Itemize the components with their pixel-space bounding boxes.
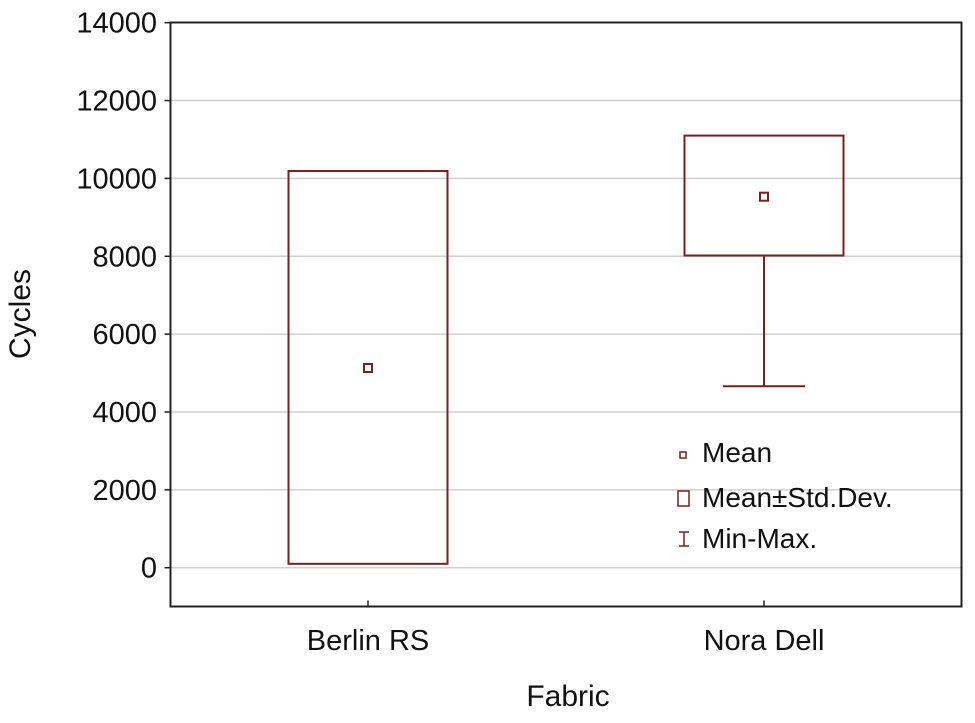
y-tick-label: 2000: [92, 475, 157, 507]
boxes: [287, 134, 845, 565]
legend-mean-icon: [679, 451, 687, 459]
x-axis-ticks: Berlin RS Nora Dell: [307, 600, 825, 657]
plot-area-frame: [169, 21, 963, 608]
legend: Mean Mean±Std.Dev. Min-Max.: [677, 437, 893, 554]
y-tick-label: 6000: [92, 319, 157, 351]
box-nora-dell: [683, 134, 845, 388]
y-axis-ticks: 0 2000 4000 6000 8000 10000 12000 14000: [76, 8, 171, 585]
legend-label: Mean: [702, 437, 772, 468]
x-tick-label: Berlin RS: [307, 625, 430, 657]
y-tick-label: 12000: [76, 86, 157, 118]
legend-std-dev-icon: [677, 490, 690, 507]
mean-marker: [759, 191, 769, 202]
legend-label: Mean±Std.Dev.: [702, 482, 893, 513]
y-tick-label: 8000: [92, 241, 157, 273]
y-tick-label: 0: [141, 553, 157, 585]
y-tick-label: 10000: [76, 163, 157, 195]
y-axis-title: Cycles: [4, 269, 37, 359]
std-dev-box: [683, 134, 845, 257]
std-dev-box: [287, 170, 449, 565]
y-tick-label: 14000: [76, 8, 157, 40]
mean-marker: [363, 362, 373, 373]
box-berlin-rs: [287, 170, 449, 565]
y-tick-label: 4000: [92, 397, 157, 429]
legend-label: Min-Max.: [702, 523, 817, 554]
x-axis-title: Fabric: [526, 680, 609, 713]
gridlines: [170, 99, 962, 569]
x-tick-label: Nora Dell: [704, 625, 825, 657]
